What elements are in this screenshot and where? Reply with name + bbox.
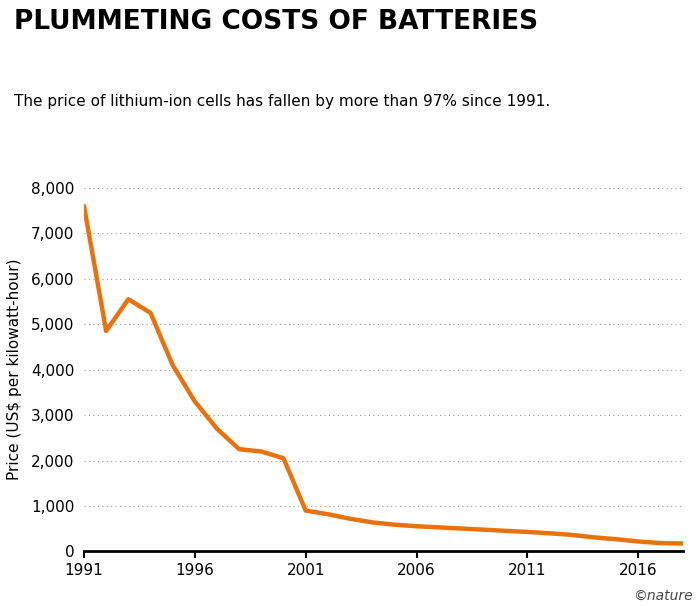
Text: PLUMMETING COSTS OF BATTERIES: PLUMMETING COSTS OF BATTERIES (14, 9, 538, 35)
Y-axis label: Price (US$ per kilowatt-hour): Price (US$ per kilowatt-hour) (8, 259, 22, 481)
Text: The price of lithium-ion cells has fallen by more than 97% since 1991.: The price of lithium-ion cells has falle… (14, 94, 550, 109)
Text: ©nature: ©nature (634, 589, 693, 603)
